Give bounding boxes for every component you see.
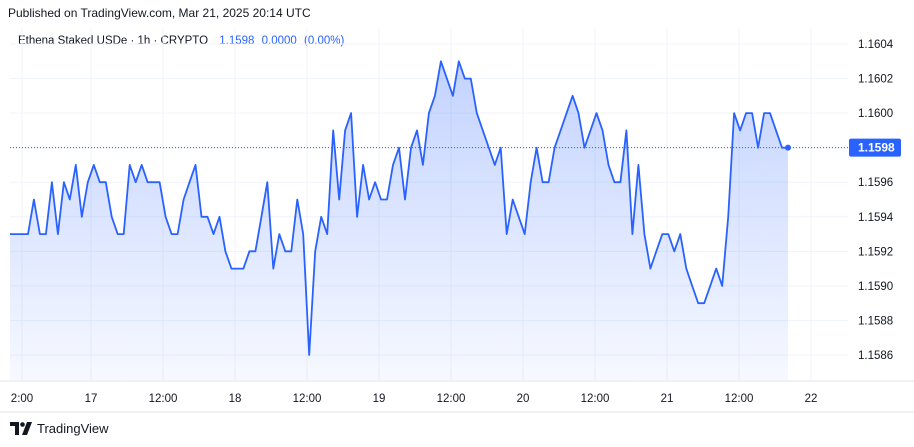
- y-tick-label: 1.1604: [858, 39, 894, 51]
- last-price-dot: [785, 144, 791, 151]
- y-tick-label: 1.1590: [858, 281, 893, 293]
- x-tick-label: 17: [85, 393, 98, 405]
- y-tick-label: 1.1594: [858, 212, 894, 224]
- x-tick-label: 20: [517, 393, 530, 405]
- x-tick-label: 12:00: [293, 393, 322, 405]
- y-tick-label: 1.1588: [858, 315, 893, 327]
- x-tick-label: 18: [229, 393, 242, 405]
- x-tick-label: 21: [661, 393, 674, 405]
- x-tick-label: 22: [805, 393, 818, 405]
- y-tick-label: 1.1602: [858, 74, 893, 86]
- footer-brand: TradingView: [10, 421, 109, 436]
- x-tick-label: 2:00: [11, 393, 33, 405]
- price-area: [10, 61, 788, 381]
- x-tick-label: 19: [373, 393, 386, 405]
- brand-name: TradingView: [37, 421, 109, 436]
- y-tick-label: 1.1592: [858, 246, 893, 258]
- last-price-value: 1.1598: [858, 141, 895, 155]
- tradingview-logo-icon: [10, 422, 32, 435]
- y-tick-label: 1.1586: [858, 350, 893, 362]
- time-axis: 2:00 17 12:00 18 12:00 19 12:00 20 12:00 21 12:00 2…: [11, 393, 818, 405]
- x-tick-label: 12:00: [149, 393, 178, 405]
- y-tick-label: 1.1596: [858, 177, 893, 189]
- x-tick-label: 12:00: [725, 393, 754, 405]
- last-price-label: 1.1598: [849, 138, 901, 157]
- x-tick-label: 12:00: [581, 393, 610, 405]
- y-tick-label: 1.1600: [858, 108, 893, 120]
- published-line: Published on TradingView.com, Mar 21, 20…: [8, 6, 311, 20]
- x-tick-label: 12:00: [437, 393, 466, 405]
- price-axis: 1.1586 1.1588 1.1590 1.1592 1.1594 1.1596 1.15…: [858, 39, 894, 362]
- price-line: [10, 60, 788, 356]
